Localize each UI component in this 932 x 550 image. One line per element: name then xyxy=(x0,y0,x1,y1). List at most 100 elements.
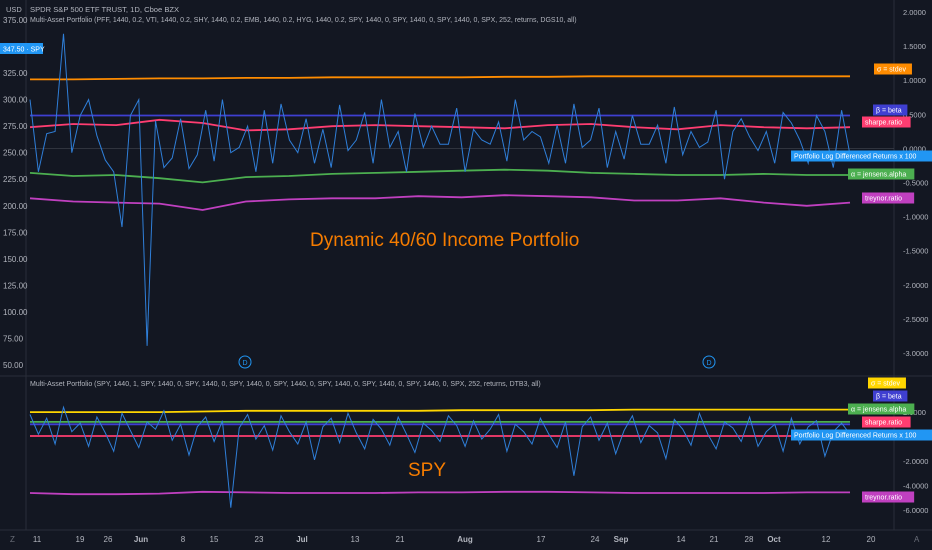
series-tag-label: α = jensens.alpha xyxy=(851,407,906,414)
series-tag xyxy=(862,491,915,503)
right-tick-label: 2.0000 xyxy=(903,8,926,17)
series-tag xyxy=(862,416,911,428)
x-tick-label: 23 xyxy=(255,535,264,544)
left-tick-label: 125.00 xyxy=(3,281,28,290)
series-tag-label: β = beta xyxy=(876,108,902,115)
series-tags: σ = stdev β = beta sharpe.ratio Portfolio L… xyxy=(791,63,932,503)
left-tick-label: 200.00 xyxy=(3,202,28,211)
series-line xyxy=(29,118,851,132)
x-tick-label: 19 xyxy=(76,535,85,544)
right-tick-label: -2.5000 xyxy=(903,315,928,324)
lower-series-group xyxy=(29,405,851,508)
x-tick-label: 8 xyxy=(181,535,186,544)
time-axis[interactable]: 11 19 26 Jun 8 15 23 Jul 13 21 Aug 17 24 Sep 14 21 28 Oct… xyxy=(33,535,876,544)
upper-annotation: Dynamic 40/60 Income Portfolio xyxy=(310,230,579,251)
right-tick-label: 1.5000 xyxy=(903,42,926,51)
left-tick-label: 275.00 xyxy=(3,122,28,131)
left-tick-label: 375.00 xyxy=(3,16,28,25)
right-tick-label: 0.0000 xyxy=(903,144,926,153)
series-line xyxy=(30,75,850,81)
zoom-icon[interactable]: Z xyxy=(10,535,15,544)
auto-scale-icon[interactable]: A xyxy=(914,535,920,544)
series-line xyxy=(29,405,851,508)
right-tick-label: 2.0000 xyxy=(903,408,926,417)
left-tick-label: 325.00 xyxy=(3,69,28,78)
series-line xyxy=(29,194,851,211)
series-tag-label: treynor.ratio xyxy=(865,495,902,502)
right-tick-label: 0.5000 xyxy=(903,110,926,119)
right-tick-label: -6.0000 xyxy=(903,506,928,515)
x-tick-label: 21 xyxy=(710,535,719,544)
series-line xyxy=(29,33,851,346)
series-tag xyxy=(848,403,915,415)
currency-label[interactable]: USD xyxy=(6,5,22,14)
series-tag-label: β = beta xyxy=(876,394,902,401)
left-tick-label: 100.00 xyxy=(3,308,28,317)
upper-series-group xyxy=(29,33,851,346)
x-tick-label: 13 xyxy=(351,535,360,544)
upper-right-axis[interactable]: 2.0000 1.5000 1.0000 0.5000 0.0000 -0.5000 -1.… xyxy=(903,8,928,358)
x-tick-label: 28 xyxy=(745,535,754,544)
series-tag xyxy=(873,390,908,402)
x-tick-label: 11 xyxy=(33,535,42,544)
series-tag-label: Portfolio Log Differenced Returns x 100 xyxy=(794,433,917,440)
x-tick-label: 26 xyxy=(104,535,113,544)
series-tag xyxy=(873,104,908,116)
left-tick-label: 50.00 xyxy=(3,361,24,370)
dividend-marker-label: D xyxy=(242,360,247,367)
dividend-marker[interactable] xyxy=(238,355,252,369)
series-tag-label: treynor.ratio xyxy=(865,196,902,203)
symbol-title[interactable]: SPDR S&P 500 ETF TRUST, 1D, Cboe BZX xyxy=(30,5,180,14)
right-tick-label: -4.0000 xyxy=(903,482,928,491)
series-tag xyxy=(868,377,906,389)
x-tick-label: 20 xyxy=(867,535,876,544)
series-tag-label: sharpe.ratio xyxy=(865,120,902,127)
right-tick-label: -1.0000 xyxy=(903,213,928,222)
x-tick-label: 21 xyxy=(396,535,405,544)
x-tick-label: 24 xyxy=(591,535,600,544)
series-line xyxy=(30,408,850,414)
right-tick-label: -1.5000 xyxy=(903,247,928,256)
left-tick-label: 250.00 xyxy=(3,149,28,158)
dividend-marker-label: D xyxy=(706,360,711,367)
series-tag-label: σ = stdev xyxy=(877,67,907,74)
x-tick-label: Aug xyxy=(457,535,473,544)
series-tag xyxy=(791,150,932,162)
price-tag xyxy=(0,43,43,54)
series-tag xyxy=(862,116,911,128)
series-tag-label: Portfolio Log Differenced Returns x 100 xyxy=(794,154,917,161)
dividend-marker[interactable] xyxy=(702,355,716,369)
series-tag-label: σ = stdev xyxy=(871,381,901,388)
x-tick-label: 17 xyxy=(537,535,546,544)
price-tag-label: 347.50 · SPY xyxy=(3,47,45,54)
right-tick-label: -2.0000 xyxy=(903,281,928,290)
right-tick-label: 1.0000 xyxy=(903,76,926,85)
left-tick-label: 225.00 xyxy=(3,175,28,184)
lower-annotation: SPY xyxy=(408,460,446,481)
right-tick-label: -2.0000 xyxy=(903,457,928,466)
x-tick-label: Jul xyxy=(296,535,308,544)
series-tag xyxy=(862,192,915,204)
series-tag xyxy=(848,168,915,180)
series-tag xyxy=(874,63,912,75)
x-tick-label: 12 xyxy=(822,535,831,544)
series-line xyxy=(29,490,850,496)
left-tick-label: 175.00 xyxy=(3,228,28,237)
x-tick-label: Oct xyxy=(767,535,781,544)
upper-indicator-title[interactable]: Multi-Asset Portfolio (PFF, 1440, 0.2, V… xyxy=(30,17,577,24)
series-line xyxy=(29,168,850,184)
x-tick-label: 14 xyxy=(677,535,686,544)
left-tick-label: 75.00 xyxy=(3,334,24,343)
left-tick-label: 150.00 xyxy=(3,255,28,264)
lower-indicator-title[interactable]: Multi-Asset Portfolio (SPY, 1440, 1, SPY… xyxy=(30,381,541,388)
right-tick-label: -0.5000 xyxy=(903,179,928,188)
x-tick-label: 15 xyxy=(210,535,219,544)
series-tag-label: α = jensens.alpha xyxy=(851,172,906,179)
right-tick-label: -3.0000 xyxy=(903,349,928,358)
left-tick-label: 300.00 xyxy=(3,96,28,105)
series-tag-label: sharpe.ratio xyxy=(865,420,902,427)
series-tag xyxy=(791,429,932,441)
